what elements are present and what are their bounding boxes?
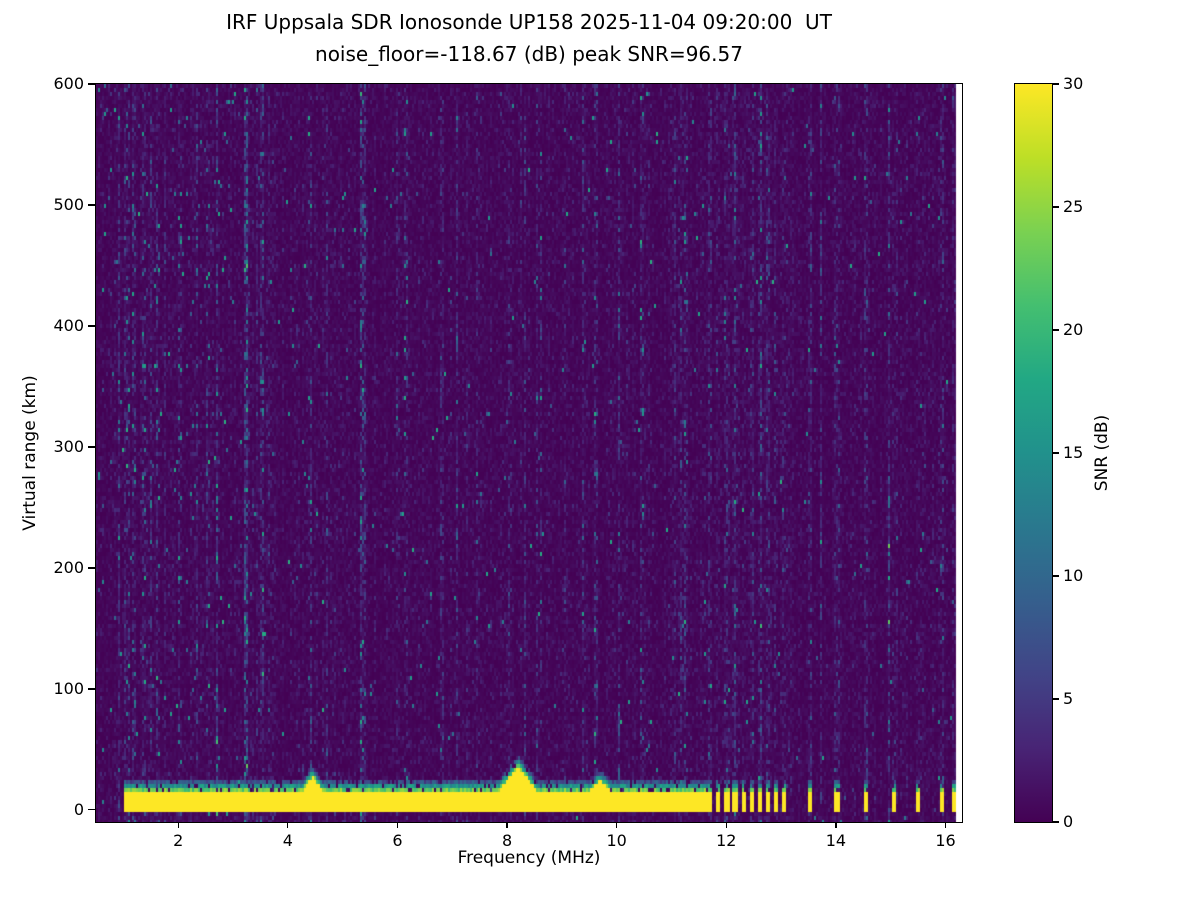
x-tick-mark xyxy=(944,822,947,828)
y-tick-mark xyxy=(88,325,95,327)
x-tick-label: 10 xyxy=(606,831,627,850)
x-tick-mark xyxy=(616,822,618,828)
colorbar-tick-mark xyxy=(1053,698,1059,700)
colorbar xyxy=(1014,83,1053,823)
y-tick-mark xyxy=(88,688,95,690)
x-tick-mark xyxy=(396,822,399,828)
colorbar-tick-mark xyxy=(1053,206,1059,208)
y-tick-mark xyxy=(88,83,95,85)
colorbar-tick-mark xyxy=(1053,329,1059,331)
x-tick-label: 8 xyxy=(501,831,513,850)
x-tick-label: 2 xyxy=(173,831,184,850)
chart-title-line1: IRF Uppsala SDR Ionosonde UP158 2025-11-… xyxy=(226,10,832,34)
colorbar-tick-mark xyxy=(1053,821,1059,823)
y-tick-label: 200 xyxy=(53,557,84,577)
heatmap-canvas xyxy=(96,84,962,822)
x-tick-label: 14 xyxy=(825,831,847,850)
colorbar-tick-label: 30 xyxy=(1063,74,1084,93)
colorbar-gradient xyxy=(1015,84,1052,822)
x-tick-label: 12 xyxy=(716,831,737,850)
colorbar-tick-label: 10 xyxy=(1063,566,1084,585)
y-tick-label: 400 xyxy=(53,315,84,335)
chart-title-line2: noise_floor=-118.67 (dB) peak SNR=96.57 xyxy=(315,42,743,66)
colorbar-tick-label: 0 xyxy=(1063,812,1074,831)
y-tick-label: 0 xyxy=(73,799,84,819)
colorbar-tick-label: 5 xyxy=(1063,689,1074,708)
chart-title: IRF Uppsala SDR Ionosonde UP158 2025-11-… xyxy=(96,6,962,70)
y-tick-mark xyxy=(88,567,95,569)
y-tick-label: 600 xyxy=(53,74,84,93)
y-tick-label: 500 xyxy=(53,194,84,214)
x-tick-mark xyxy=(506,822,508,828)
x-tick-mark xyxy=(177,822,179,828)
y-tick-mark xyxy=(88,204,95,206)
x-axis-label: Frequency (MHz) xyxy=(457,848,601,868)
y-tick-mark xyxy=(88,809,95,811)
y-tick-label: 300 xyxy=(53,436,84,456)
x-tick-mark xyxy=(287,822,289,828)
x-tick-mark xyxy=(725,822,727,828)
x-tick-label: 4 xyxy=(282,831,293,850)
colorbar-tick-label: 20 xyxy=(1063,320,1084,339)
y-tick-label: 100 xyxy=(53,678,84,698)
plot-area xyxy=(95,83,963,823)
x-tick-label: 16 xyxy=(935,831,956,850)
colorbar-tick-mark xyxy=(1053,83,1059,85)
colorbar-tick-mark xyxy=(1053,575,1059,577)
y-tick-mark xyxy=(88,446,95,448)
x-tick-label: 6 xyxy=(392,831,403,850)
colorbar-tick-mark xyxy=(1053,452,1059,454)
colorbar-tick-label: 25 xyxy=(1063,197,1084,216)
x-tick-mark xyxy=(835,822,837,828)
colorbar-tick-label: 15 xyxy=(1063,443,1084,462)
